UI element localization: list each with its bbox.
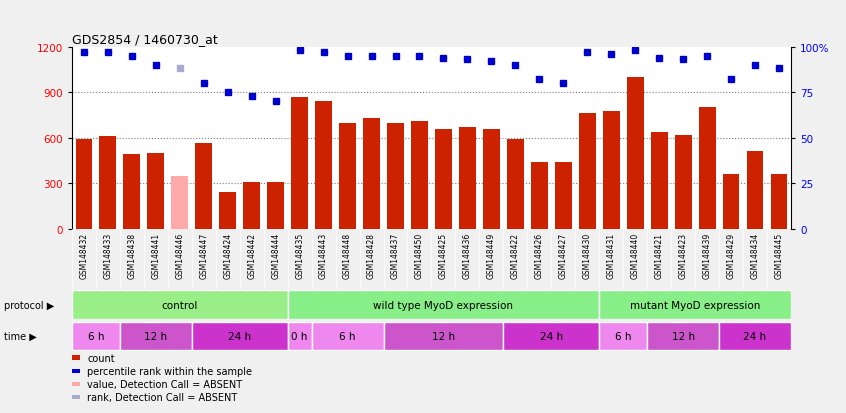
- Text: wild type MyoD expression: wild type MyoD expression: [373, 300, 514, 310]
- Text: value, Detection Call = ABSENT: value, Detection Call = ABSENT: [87, 379, 242, 389]
- Bar: [192, 322, 288, 350]
- Text: 6 h: 6 h: [615, 331, 631, 341]
- Bar: [72, 322, 120, 350]
- Bar: [311, 322, 383, 350]
- Text: GSM148430: GSM148430: [583, 232, 591, 278]
- Bar: [387, 123, 404, 229]
- Bar: [599, 291, 791, 319]
- Text: GSM148442: GSM148442: [247, 232, 256, 278]
- Bar: [699, 108, 716, 229]
- Text: 12 h: 12 h: [431, 331, 455, 341]
- Text: GSM148435: GSM148435: [295, 232, 304, 278]
- Bar: [288, 291, 599, 319]
- Bar: [531, 163, 547, 229]
- Text: GSM148424: GSM148424: [223, 232, 232, 278]
- Text: GSM148434: GSM148434: [750, 232, 760, 278]
- Text: 6 h: 6 h: [88, 331, 104, 341]
- Text: GSM148433: GSM148433: [103, 232, 113, 278]
- Bar: [627, 78, 644, 229]
- Text: 0 h: 0 h: [291, 331, 308, 341]
- Text: count: count: [87, 353, 115, 363]
- Text: GSM148439: GSM148439: [703, 232, 711, 278]
- Bar: [747, 152, 763, 229]
- Text: GSM148437: GSM148437: [391, 232, 400, 278]
- Text: 12 h: 12 h: [672, 331, 695, 341]
- Bar: [651, 133, 667, 229]
- Bar: [219, 193, 236, 229]
- Text: GSM148440: GSM148440: [631, 232, 640, 278]
- Text: GSM148441: GSM148441: [151, 232, 160, 278]
- Bar: [647, 322, 719, 350]
- Text: 24 h: 24 h: [540, 331, 563, 341]
- Text: 6 h: 6 h: [339, 331, 356, 341]
- Text: GSM148425: GSM148425: [439, 232, 448, 278]
- Bar: [719, 322, 791, 350]
- Bar: [172, 176, 188, 229]
- Bar: [411, 122, 428, 229]
- Text: GDS2854 / 1460730_at: GDS2854 / 1460730_at: [72, 33, 217, 46]
- Bar: [507, 140, 524, 229]
- Text: GSM148427: GSM148427: [559, 232, 568, 278]
- Text: GSM148447: GSM148447: [200, 232, 208, 278]
- Text: GSM148428: GSM148428: [367, 232, 376, 278]
- Bar: [267, 183, 284, 229]
- Text: GSM148449: GSM148449: [487, 232, 496, 278]
- Text: GSM148421: GSM148421: [655, 232, 663, 278]
- Text: GSM148422: GSM148422: [511, 232, 519, 278]
- Text: GSM148446: GSM148446: [175, 232, 184, 278]
- Bar: [435, 129, 452, 229]
- Text: GSM148444: GSM148444: [272, 232, 280, 278]
- Text: percentile rank within the sample: percentile rank within the sample: [87, 366, 252, 376]
- Bar: [771, 175, 788, 229]
- Bar: [288, 322, 311, 350]
- Bar: [124, 155, 140, 229]
- Text: GSM148443: GSM148443: [319, 232, 328, 278]
- Bar: [147, 154, 164, 229]
- Text: GSM148450: GSM148450: [415, 232, 424, 278]
- Text: GSM148432: GSM148432: [80, 232, 88, 278]
- Text: GSM148445: GSM148445: [775, 232, 783, 278]
- Text: GSM148438: GSM148438: [128, 232, 136, 278]
- Bar: [603, 112, 619, 229]
- Text: GSM148423: GSM148423: [678, 232, 688, 278]
- Text: mutant MyoD expression: mutant MyoD expression: [630, 300, 761, 310]
- Text: control: control: [162, 300, 198, 310]
- Bar: [383, 322, 503, 350]
- Bar: [291, 97, 308, 229]
- Text: GSM148426: GSM148426: [535, 232, 544, 278]
- Bar: [555, 163, 572, 229]
- Bar: [100, 137, 116, 229]
- Bar: [316, 102, 332, 229]
- Text: GSM148436: GSM148436: [463, 232, 472, 278]
- Bar: [363, 119, 380, 229]
- Text: protocol ▶: protocol ▶: [4, 300, 54, 310]
- Text: GSM148431: GSM148431: [607, 232, 616, 278]
- Bar: [72, 291, 288, 319]
- Bar: [195, 144, 212, 229]
- Bar: [339, 123, 356, 229]
- Text: time ▶: time ▶: [4, 331, 37, 341]
- Text: GSM148448: GSM148448: [343, 232, 352, 278]
- Bar: [459, 128, 475, 229]
- Bar: [675, 135, 691, 229]
- Text: GSM148429: GSM148429: [727, 232, 735, 278]
- Text: 24 h: 24 h: [744, 331, 766, 341]
- Bar: [75, 140, 92, 229]
- Bar: [599, 322, 647, 350]
- Text: 24 h: 24 h: [228, 331, 251, 341]
- Text: 12 h: 12 h: [144, 331, 168, 341]
- Bar: [722, 175, 739, 229]
- Bar: [120, 322, 192, 350]
- Text: rank, Detection Call = ABSENT: rank, Detection Call = ABSENT: [87, 392, 238, 402]
- Bar: [244, 183, 260, 229]
- Bar: [503, 322, 599, 350]
- Bar: [579, 114, 596, 229]
- Bar: [483, 129, 500, 229]
